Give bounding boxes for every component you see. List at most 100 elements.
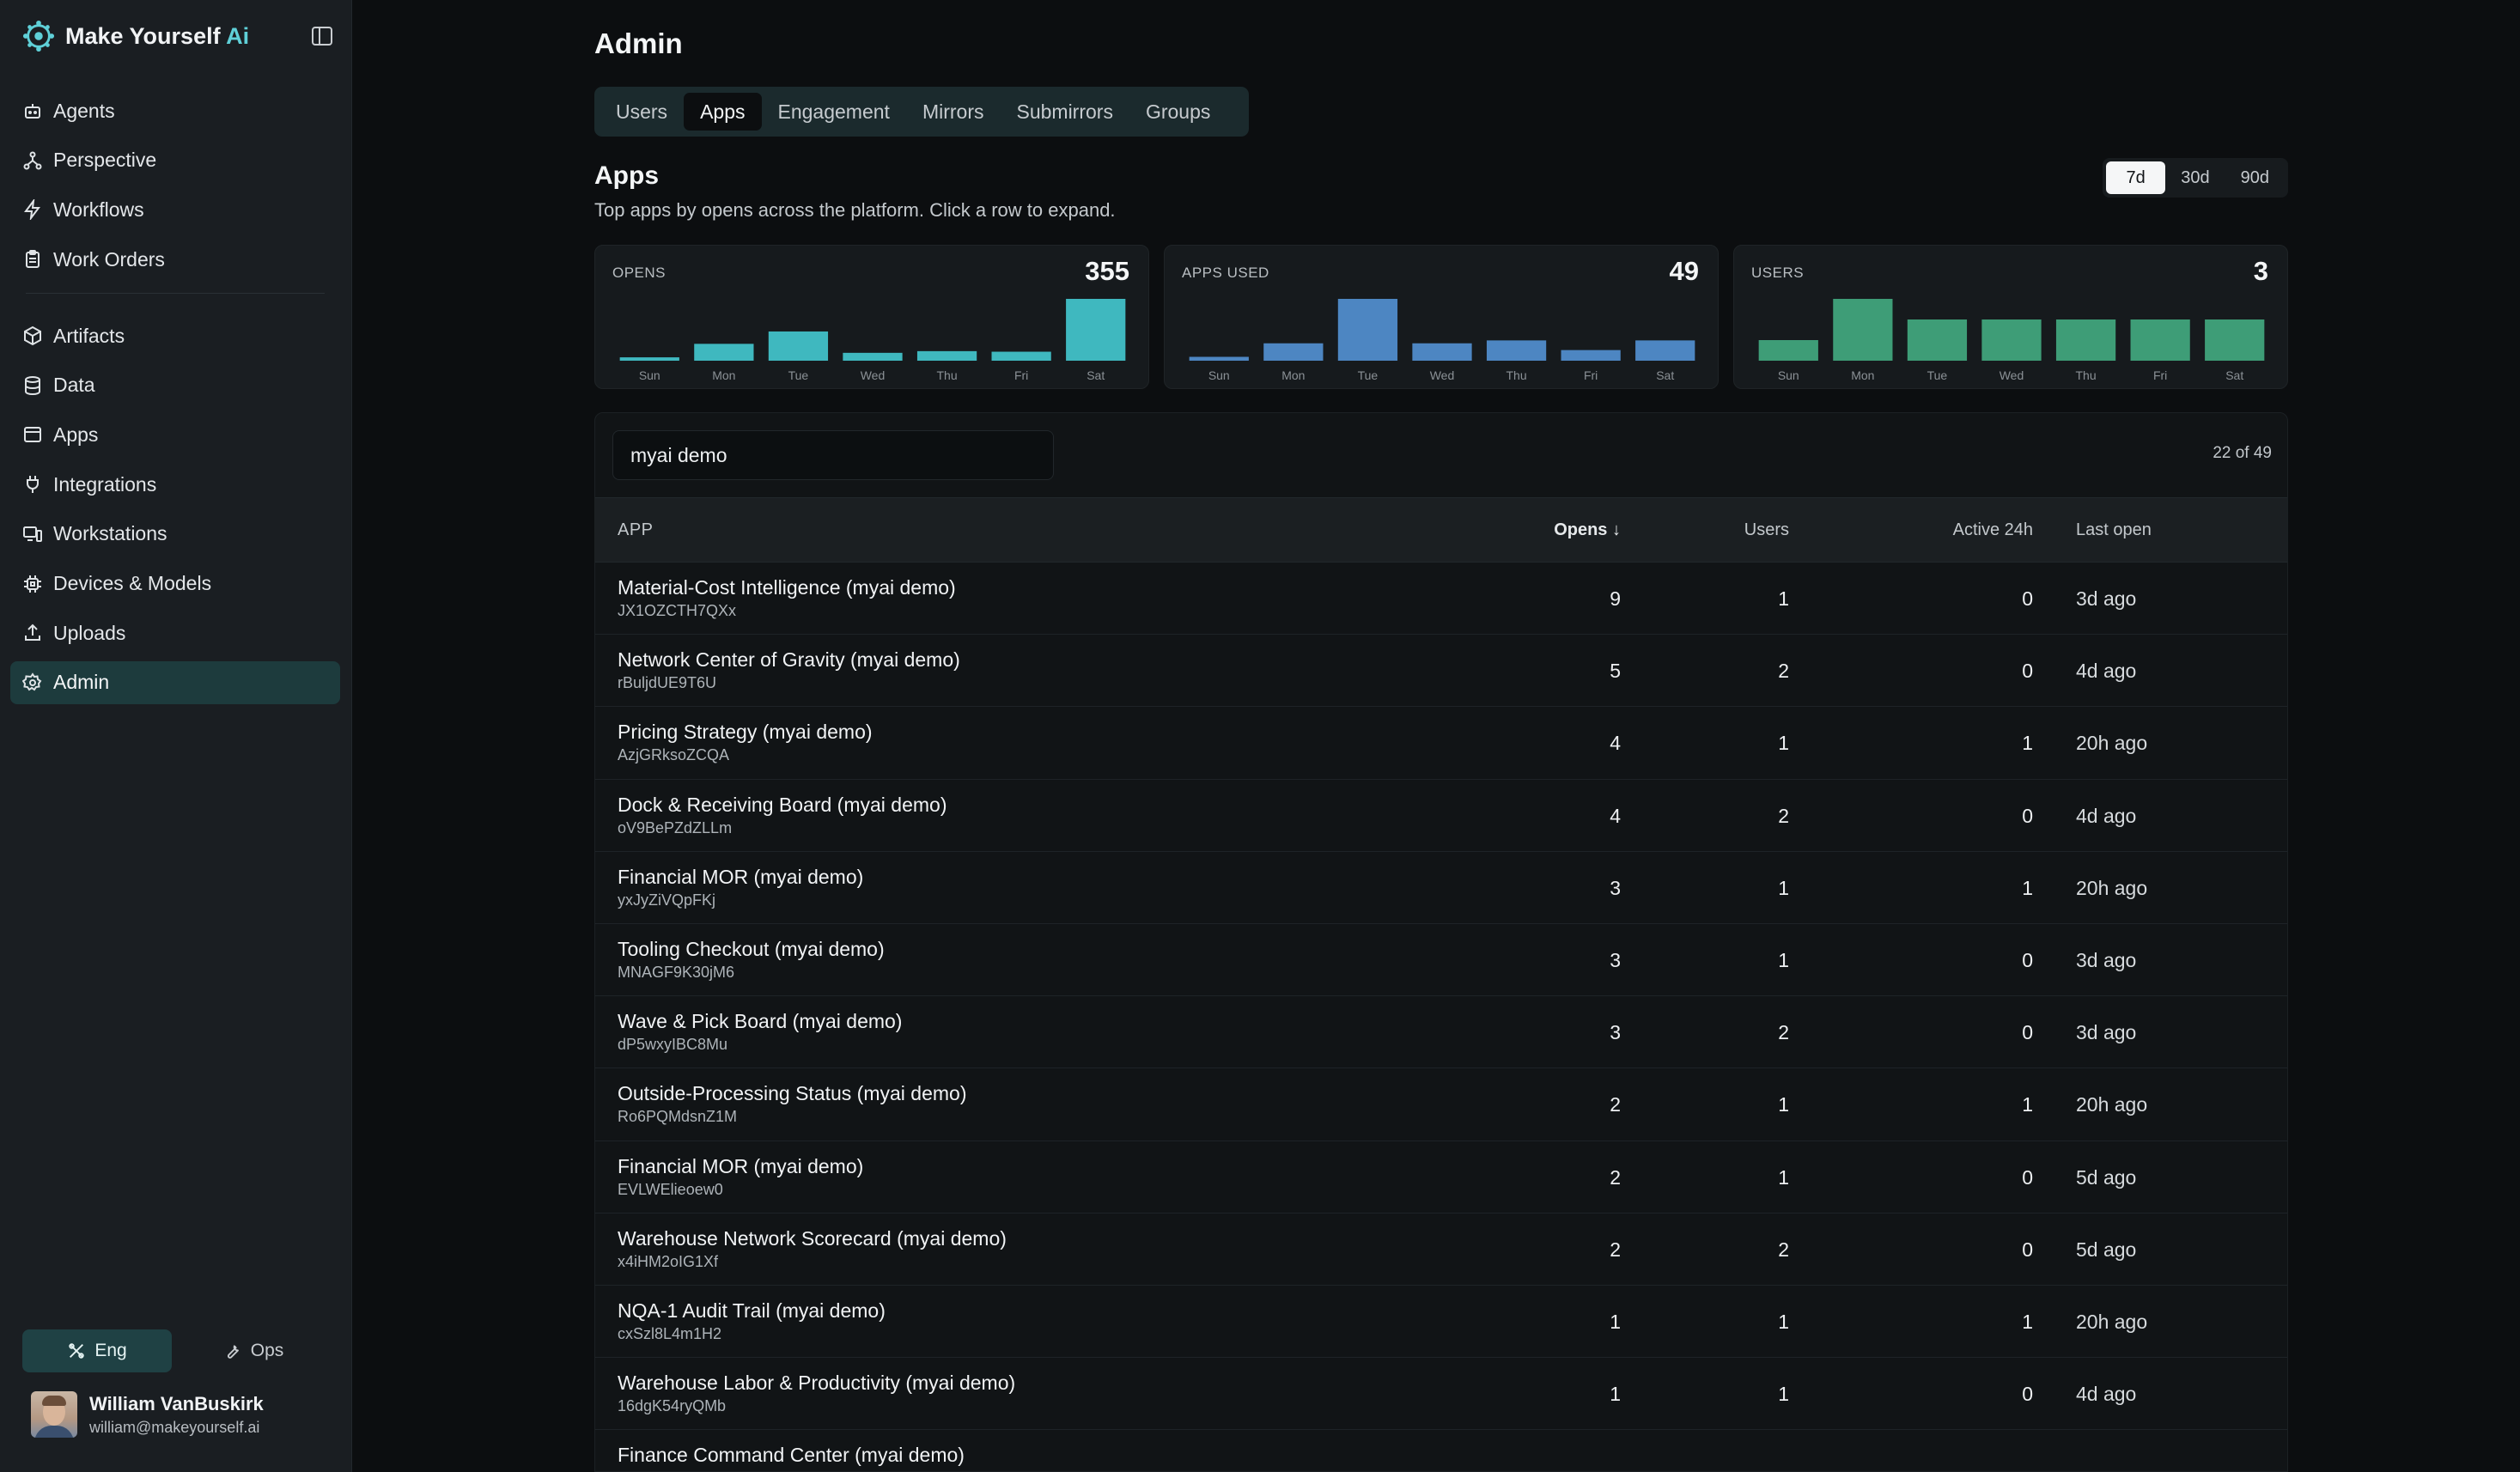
- bar-tue[interactable]: [1907, 319, 1968, 361]
- brand[interactable]: Make Yourself Ai: [22, 19, 249, 53]
- table-row[interactable]: Outside-Processing Status (myai demo) Ro…: [595, 1068, 2287, 1141]
- app-name: Tooling Checkout (myai demo): [618, 937, 885, 960]
- sidebar-item-devices-models[interactable]: Devices & Models: [10, 563, 340, 605]
- sidebar-item-workflows[interactable]: Workflows: [10, 188, 340, 231]
- opens-value: 1: [1610, 1383, 1621, 1406]
- bar-sun[interactable]: [619, 357, 679, 361]
- bar-thu[interactable]: [1486, 340, 1547, 361]
- range-30d-button[interactable]: 30d: [2181, 167, 2210, 187]
- opens-value: 1: [1610, 1310, 1621, 1333]
- database-icon: [25, 375, 40, 395]
- column-header-opens[interactable]: Opens ↓: [1554, 520, 1621, 540]
- table-row[interactable]: Material-Cost Intelligence (myai demo) J…: [595, 563, 2287, 636]
- table-row[interactable]: Tooling Checkout (myai demo) MNAGF9K30jM…: [595, 924, 2287, 997]
- user-profile[interactable]: William VanBuskirk william@makeyourself.…: [31, 1391, 264, 1438]
- day-label: Tue: [1358, 368, 1379, 382]
- sidebar-item-workstations[interactable]: Workstations: [10, 513, 340, 556]
- tab-mirrors[interactable]: Mirrors: [922, 100, 984, 123]
- bar-mon[interactable]: [1833, 299, 1893, 361]
- sidebar-item-work-orders[interactable]: Work Orders: [10, 238, 340, 281]
- bar-wed[interactable]: [1412, 343, 1472, 361]
- search-input[interactable]: [612, 430, 1054, 480]
- tab-submirrors[interactable]: Submirrors: [1016, 100, 1113, 123]
- table-row[interactable]: Finance Command Center (myai demo): [595, 1430, 2287, 1471]
- tab-apps[interactable]: Apps: [684, 93, 762, 131]
- bar-thu[interactable]: [2055, 319, 2116, 361]
- active-24h-value: 0: [2022, 587, 2033, 610]
- table-row[interactable]: Financial MOR (myai demo) yxJyZiVQpFKj 3…: [595, 852, 2287, 924]
- table-row[interactable]: Wave & Pick Board (myai demo) dP5wxyIBC8…: [595, 996, 2287, 1069]
- day-label: Sat: [1656, 368, 1674, 382]
- bar-sat[interactable]: [1635, 340, 1695, 361]
- app-name: Outside-Processing Status (myai demo): [618, 1082, 967, 1105]
- stat-label: USERS: [1751, 265, 1805, 281]
- column-header-active-24h[interactable]: Active 24h: [1952, 520, 2033, 539]
- sidebar-item-label: Apps: [53, 423, 99, 446]
- users-value: 1: [1778, 1165, 1789, 1189]
- bar-thu[interactable]: [916, 350, 977, 361]
- range-90d-button[interactable]: 90d: [2240, 167, 2269, 187]
- bar-mon[interactable]: [1263, 343, 1324, 361]
- table-row[interactable]: Dock & Receiving Board (myai demo) oV9Be…: [595, 780, 2287, 852]
- bar-mon[interactable]: [694, 344, 754, 361]
- bar-tue[interactable]: [768, 331, 829, 361]
- sidebar-item-data[interactable]: Data: [10, 364, 340, 407]
- table-row[interactable]: Warehouse Labor & Productivity (myai dem…: [595, 1358, 2287, 1431]
- bar-sat[interactable]: [1066, 299, 1126, 361]
- table-row[interactable]: Warehouse Network Scorecard (myai demo) …: [595, 1213, 2287, 1286]
- column-header-users[interactable]: Users: [1744, 520, 1789, 539]
- sidebar-item-integrations[interactable]: Integrations: [10, 463, 340, 506]
- active-24h-value: 1: [2022, 1310, 2033, 1333]
- active-24h-value: 0: [2022, 948, 2033, 971]
- day-label: Tue: [1927, 368, 1948, 382]
- mode-eng-button[interactable]: Eng: [22, 1329, 172, 1372]
- active-24h-value: 1: [2022, 732, 2033, 755]
- day-label: Thu: [1507, 368, 1527, 382]
- table-row[interactable]: NQA-1 Audit Trail (myai demo) cxSzl8L4m1…: [595, 1286, 2287, 1359]
- sidebar-item-label: Uploads: [53, 621, 126, 644]
- table-row[interactable]: Financial MOR (myai demo) EVLWElieoew0 2…: [595, 1141, 2287, 1213]
- last-open-value: 4d ago: [2076, 804, 2137, 827]
- column-header-app[interactable]: APP: [618, 520, 654, 539]
- stat-label: APPS USED: [1182, 265, 1269, 281]
- app-window-icon: [24, 427, 41, 443]
- app-id: oV9BePZdZLLm: [618, 818, 733, 836]
- sidebar-item-perspective[interactable]: Perspective: [10, 139, 340, 182]
- tab-users[interactable]: Users: [616, 100, 668, 123]
- sidebar-item-admin[interactable]: Admin: [10, 660, 340, 704]
- sidebar-item-apps[interactable]: Apps: [10, 413, 340, 456]
- mode-ops-button[interactable]: Ops: [179, 1329, 328, 1372]
- table-row[interactable]: Network Center of Gravity (myai demo) rB…: [595, 635, 2287, 708]
- bar-wed[interactable]: [843, 352, 903, 361]
- bar-fri[interactable]: [991, 351, 1051, 361]
- bar-fri[interactable]: [1561, 350, 1621, 361]
- sidebar-collapse-icon[interactable]: [311, 26, 333, 46]
- upload-icon: [25, 623, 40, 642]
- bar-fri[interactable]: [2130, 319, 2190, 361]
- users-value: 1: [1778, 732, 1789, 755]
- sidebar-item-agents[interactable]: Agents: [10, 89, 340, 132]
- column-header-last-open[interactable]: Last open: [2076, 520, 2152, 539]
- tab-groups[interactable]: Groups: [1145, 100, 1211, 123]
- sidebar-item-artifacts[interactable]: Artifacts: [10, 314, 340, 357]
- sidebar-item-label: Admin: [53, 671, 110, 694]
- bar-wed[interactable]: [1981, 319, 2042, 361]
- range-7d-button[interactable]: 7d: [2106, 161, 2166, 194]
- day-label: Mon: [1851, 368, 1874, 382]
- bar-sun[interactable]: [1758, 340, 1818, 361]
- avatar: [31, 1391, 77, 1438]
- day-label: Mon: [712, 368, 735, 382]
- opens-value: 3: [1610, 876, 1621, 899]
- last-open-value: 20h ago: [2076, 1310, 2148, 1333]
- bar-tue[interactable]: [1337, 299, 1398, 361]
- bar-sun[interactable]: [1189, 356, 1249, 362]
- users-value: 1: [1778, 948, 1789, 971]
- table-row[interactable]: Pricing Strategy (myai demo) AzjGRksoZCQ…: [595, 707, 2287, 780]
- brand-name-text: Make Yourself: [65, 22, 221, 49]
- bar-sat[interactable]: [2205, 319, 2265, 361]
- sidebar-item-label: Perspective: [53, 149, 157, 172]
- app-name: NQA-1 Audit Trail (myai demo): [618, 1299, 886, 1322]
- day-label: Thu: [2076, 368, 2097, 382]
- sidebar-item-uploads[interactable]: Uploads: [10, 611, 340, 654]
- tab-engagement[interactable]: Engagement: [777, 100, 890, 123]
